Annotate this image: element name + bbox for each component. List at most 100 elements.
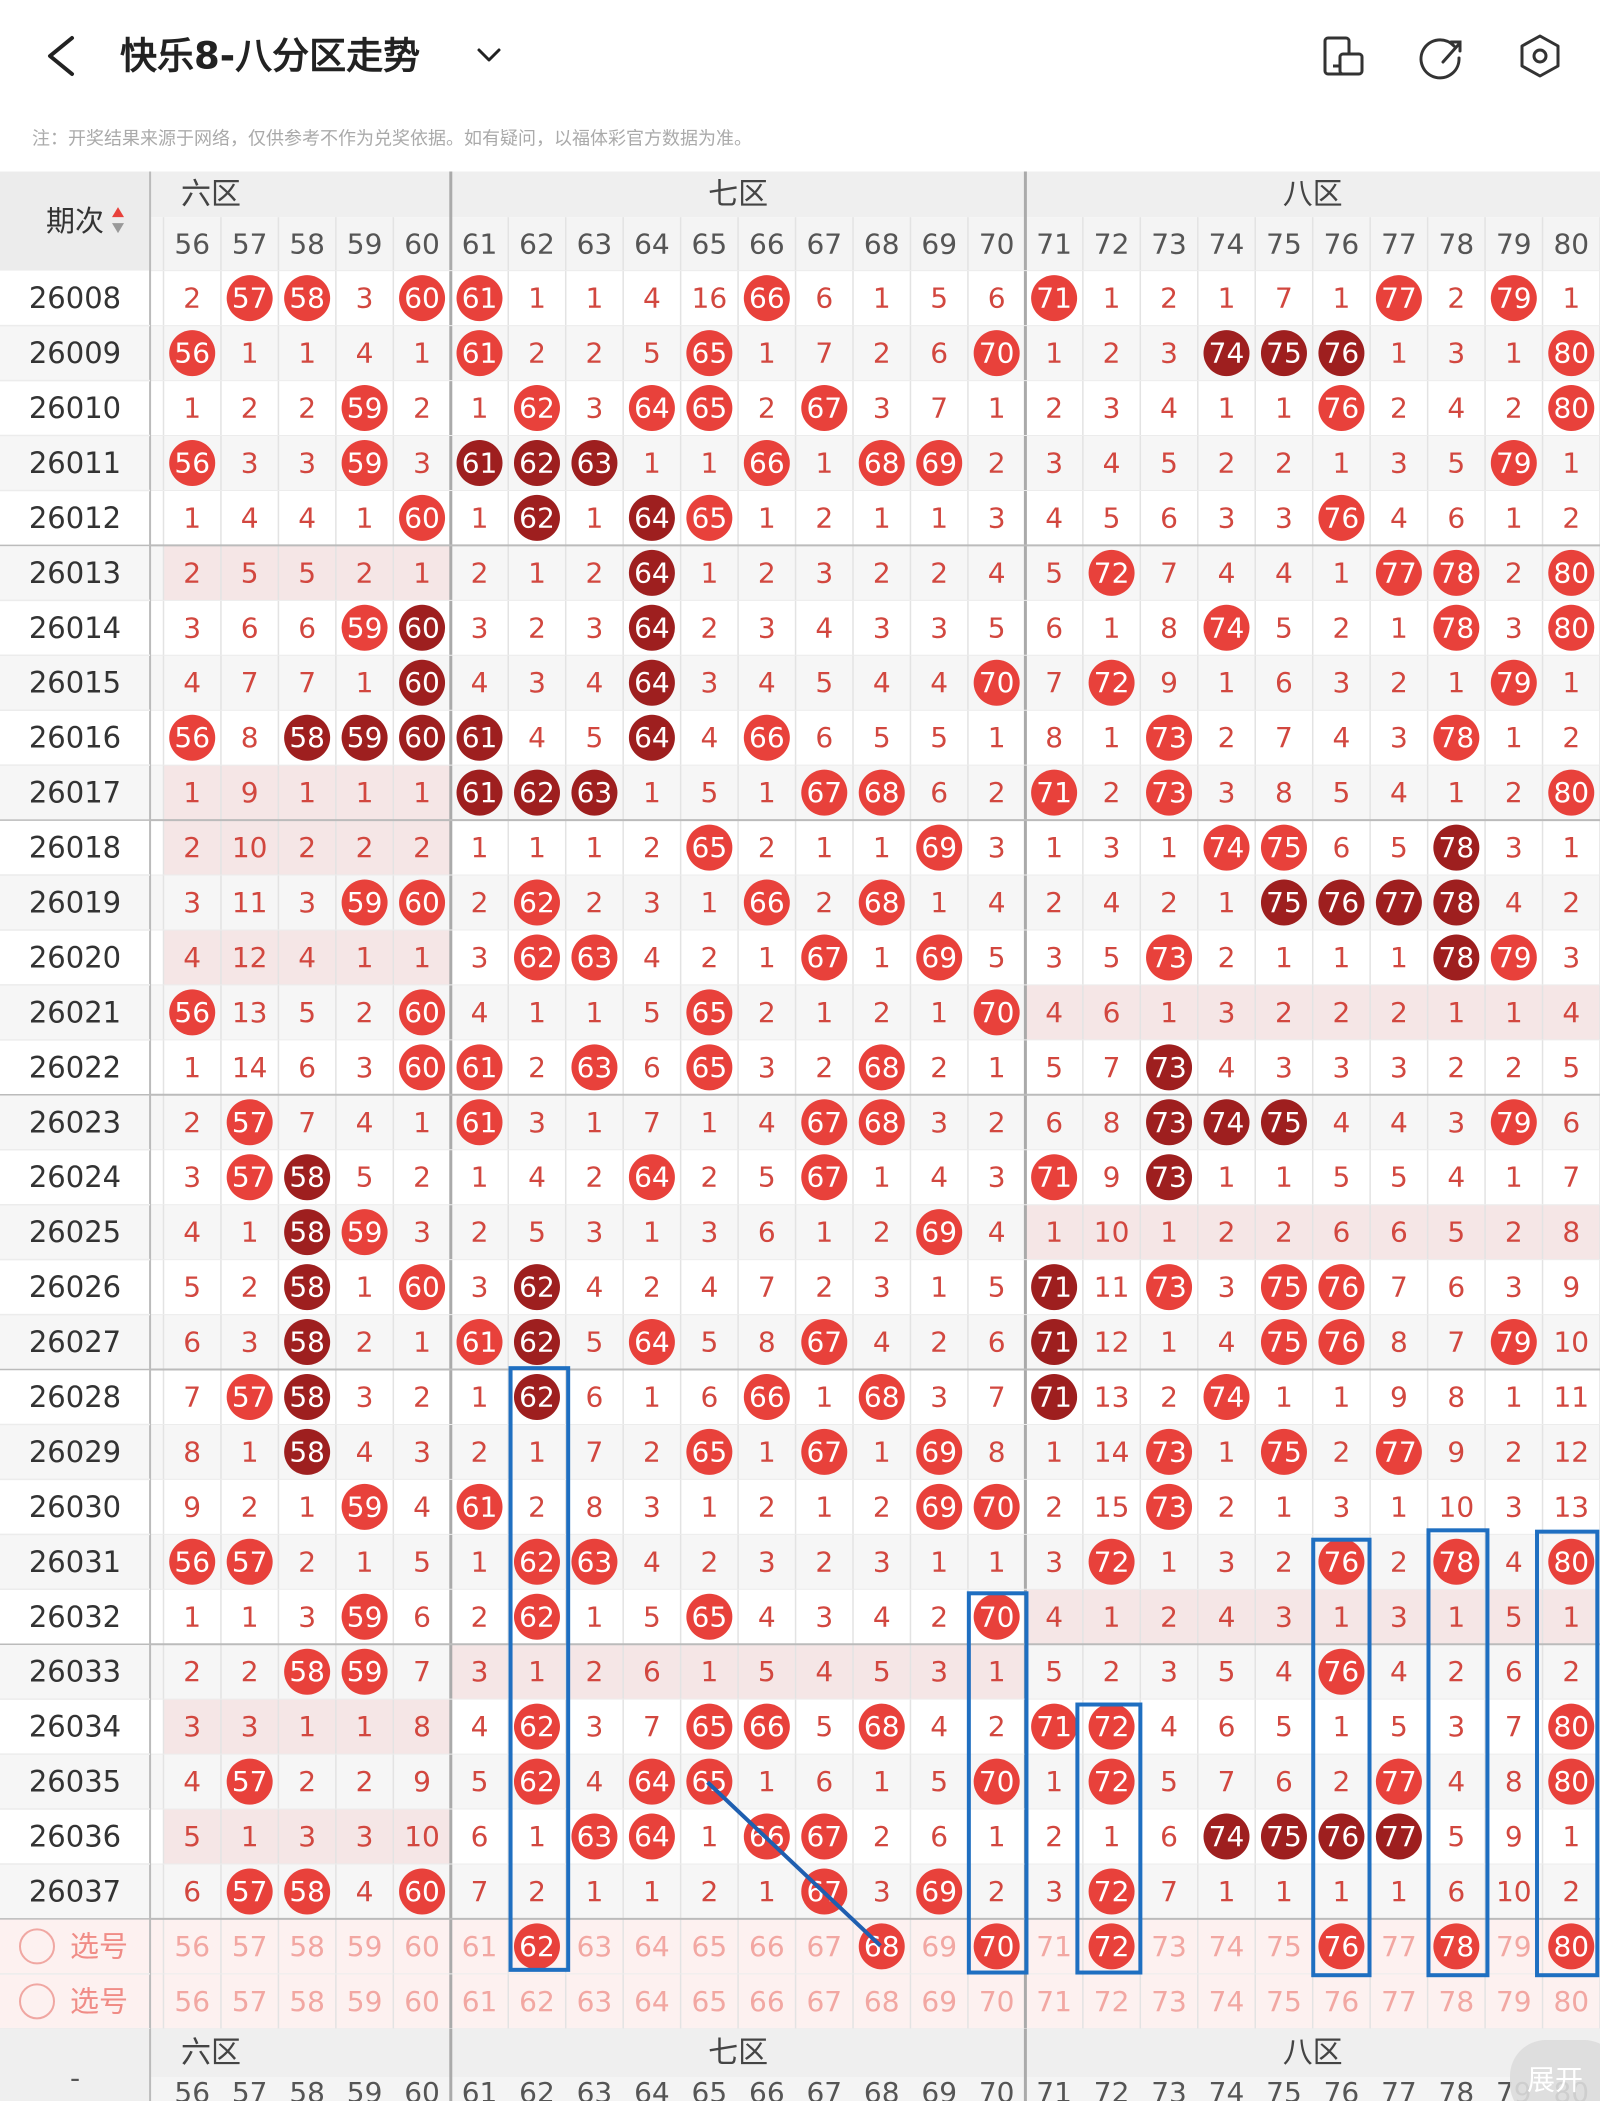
draw-number: 66 <box>749 1710 785 1743</box>
miss-count: 1 <box>815 1490 833 1523</box>
hit-ball <box>858 1099 905 1146</box>
empty-zone-bg <box>163 765 451 821</box>
miss-count: 4 <box>758 666 776 699</box>
miss-count: 1 <box>1333 446 1351 479</box>
settings-icon[interactable] <box>1520 34 1560 78</box>
draw-number: 76 <box>1324 1271 1360 1304</box>
period-number: 26020 <box>29 940 121 974</box>
miss-count: 3 <box>930 1380 948 1413</box>
miss-count: 1 <box>1505 1380 1523 1413</box>
miss-count: 1 <box>758 1435 776 1468</box>
miss-count: 3 <box>413 1216 431 1249</box>
pick-toggle[interactable] <box>19 1928 55 1965</box>
miss-count: 3 <box>643 886 661 919</box>
pick-number: 57 <box>232 1930 268 1963</box>
period-number: 26009 <box>29 336 121 370</box>
miss-count: 2 <box>183 282 201 315</box>
miss-count: 3 <box>700 1216 718 1249</box>
miss-count: 1 <box>471 831 489 864</box>
miss-count: 1 <box>1045 1765 1063 1798</box>
miss-count: 3 <box>183 611 201 644</box>
share-icon[interactable] <box>1419 38 1462 80</box>
row-bg <box>150 1479 1600 1535</box>
miss-count: 4 <box>700 1271 718 1304</box>
miss-count: 5 <box>758 1161 776 1194</box>
miss-count: 2 <box>1505 1216 1523 1249</box>
hit-ball <box>801 1428 848 1475</box>
device-icon[interactable] <box>1323 36 1364 76</box>
miss-count: 7 <box>586 1435 604 1468</box>
miss-count: 5 <box>1333 776 1351 809</box>
miss-count: 3 <box>1218 996 1236 1029</box>
miss-count: 2 <box>1390 1545 1408 1578</box>
pick-row-bg <box>150 1973 1600 2029</box>
draw-number: 78 <box>1439 886 1475 919</box>
miss-count: 3 <box>1390 721 1408 754</box>
miss-count: 1 <box>643 1216 661 1249</box>
back-button[interactable] <box>48 36 74 76</box>
miss-count: 4 <box>241 501 259 534</box>
miss-count: 2 <box>758 831 776 864</box>
hit-ball <box>1146 769 1193 816</box>
period-cell-bg <box>0 600 151 656</box>
hit-ball <box>226 1154 273 1201</box>
draw-number: 58 <box>289 1655 325 1688</box>
period-cell-bg <box>0 1424 151 1480</box>
pick-toggle[interactable] <box>19 1983 55 2020</box>
draw-number: 69 <box>921 1875 957 1908</box>
draw-number: 76 <box>1324 1545 1360 1578</box>
miss-count: 1 <box>815 996 833 1029</box>
miss-count: 1 <box>1275 1490 1293 1523</box>
draw-number: 59 <box>347 1490 383 1523</box>
hit-ball <box>1318 1319 1365 1366</box>
hit-ball <box>1548 769 1595 816</box>
pick-number: 56 <box>174 1930 210 1963</box>
miss-count: 6 <box>930 1820 948 1853</box>
hit-ball <box>1548 1538 1595 1585</box>
pick-number: 75 <box>1266 1985 1302 2018</box>
hit-ball <box>399 879 446 926</box>
miss-count: 11 <box>232 886 268 919</box>
miss-count: 3 <box>586 392 604 425</box>
miss-count: 3 <box>1275 1051 1293 1084</box>
pick-number: 77 <box>1381 1930 1417 1963</box>
hit-ball <box>1088 1538 1135 1585</box>
pick-number: 63 <box>577 1985 613 2018</box>
miss-count: 7 <box>930 392 948 425</box>
draw-number: 76 <box>1324 501 1360 534</box>
miss-count: 3 <box>1562 941 1580 974</box>
hit-ball <box>169 989 216 1036</box>
period-cell-bg <box>0 984 151 1040</box>
miss-count: 1 <box>586 831 604 864</box>
draw-number: 64 <box>634 556 670 589</box>
expand-label[interactable]: 展开 <box>1527 2064 1583 2097</box>
draw-number: 72 <box>1094 1875 1130 1908</box>
miss-count: 4 <box>1390 1655 1408 1688</box>
draw-number: 62 <box>519 941 555 974</box>
hit-ball <box>628 1319 675 1366</box>
draw-number: 65 <box>692 831 728 864</box>
miss-count: 1 <box>1275 392 1293 425</box>
hit-ball <box>1146 1483 1193 1530</box>
miss-count: 4 <box>1447 392 1465 425</box>
hit-ball <box>226 1868 273 1915</box>
expand-button[interactable] <box>1510 2040 1600 2101</box>
miss-count: 3 <box>298 446 316 479</box>
hit-ball <box>1203 604 1250 651</box>
pick-number: 76 <box>1324 1930 1360 1963</box>
miss-count: 3 <box>815 556 833 589</box>
miss-count: 2 <box>298 1765 316 1798</box>
pick-number: 64 <box>634 1930 670 1963</box>
title-dropdown[interactable] <box>477 48 501 62</box>
miss-count: 1 <box>356 666 374 699</box>
draw-number: 60 <box>404 1875 440 1908</box>
miss-count: 1 <box>298 1710 316 1743</box>
miss-count: 9 <box>1103 1161 1121 1194</box>
repeat-ball <box>1031 1264 1078 1311</box>
miss-count: 5 <box>988 611 1006 644</box>
miss-count: 1 <box>700 1820 718 1853</box>
draw-number: 61 <box>462 1051 498 1084</box>
miss-count: 7 <box>471 1875 489 1908</box>
miss-count: 2 <box>988 776 1006 809</box>
hit-ball <box>801 934 848 981</box>
